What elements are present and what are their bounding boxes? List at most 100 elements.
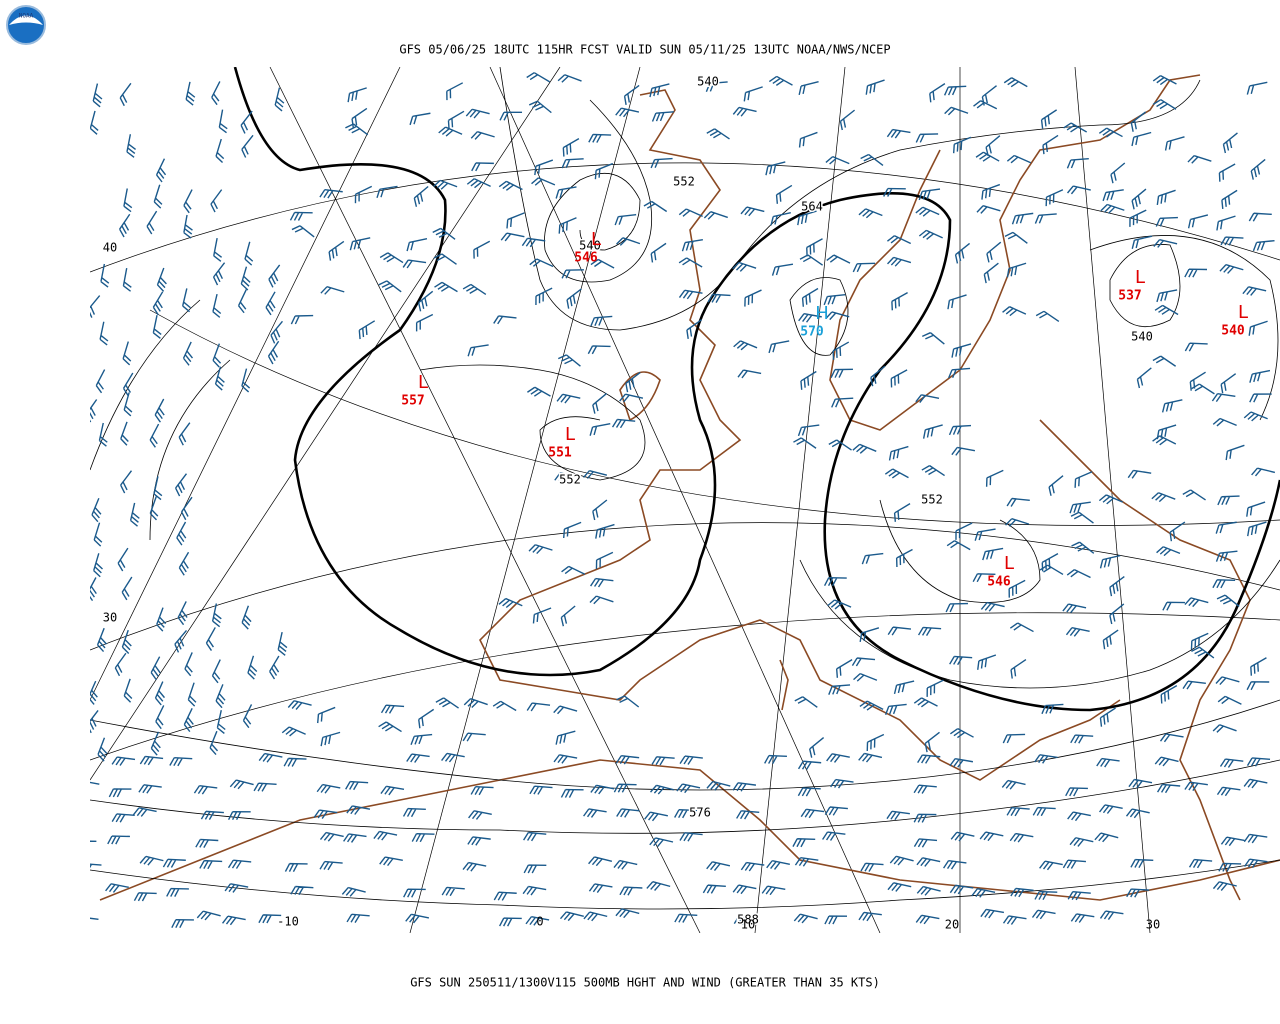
wind-barb (1094, 832, 1119, 843)
wind-barb (948, 367, 971, 379)
wind-barb (406, 753, 430, 763)
contour-label: 564 (801, 200, 823, 214)
wind-barb (380, 785, 405, 796)
wind-barb (378, 280, 402, 293)
wind-barb (1215, 521, 1237, 534)
wind-barb (447, 110, 465, 130)
wind-barb (1066, 569, 1091, 579)
wind-barb (1243, 778, 1268, 789)
wind-barb (121, 629, 132, 655)
center-value: 551 (548, 446, 572, 461)
wind-barb (644, 811, 668, 822)
wind-barb (917, 626, 942, 637)
wind-barb (1098, 804, 1123, 814)
wind-barb (499, 917, 522, 927)
grid-label: 0 (536, 915, 543, 929)
wind-barb (345, 780, 369, 791)
wind-barb (611, 418, 636, 429)
wind-barb (237, 289, 247, 314)
wind-barb (926, 679, 944, 697)
wind-barb (120, 470, 133, 494)
wind-barb (1002, 733, 1026, 744)
wind-barb (466, 178, 491, 189)
wind-barb (150, 656, 161, 681)
grid-label: 30 (1146, 918, 1160, 932)
wind-barb (193, 785, 218, 795)
wind-barb (319, 860, 343, 871)
wind-barb (1070, 511, 1094, 524)
wind-barb (554, 472, 578, 482)
wind-barb (613, 783, 637, 793)
wind-barb (916, 857, 941, 867)
wind-barb (827, 599, 852, 610)
wind-barb (976, 205, 1001, 214)
wind-barb (184, 652, 193, 677)
wind-barb (90, 709, 99, 734)
wind-barb (90, 840, 97, 850)
wind-barb (180, 496, 193, 521)
wind-barb (1006, 262, 1027, 278)
wind-barb (117, 547, 129, 572)
wind-barb (1126, 888, 1150, 898)
wind-barb (1216, 594, 1240, 607)
wind-barb (244, 241, 254, 266)
wind-barb (1063, 122, 1088, 133)
wind-barb (1191, 383, 1215, 395)
wind-barb (744, 289, 762, 307)
wind-barb (534, 159, 554, 176)
wind-barb (346, 805, 371, 815)
wind-barb (732, 884, 757, 895)
wind-barb (792, 838, 816, 848)
wind-barb (146, 210, 158, 235)
wind-barb (1128, 778, 1153, 789)
wind-barb (178, 551, 190, 576)
wind-barb (441, 752, 465, 763)
wind-barb (409, 112, 431, 126)
wind-barb (561, 269, 584, 279)
wind-barb (270, 320, 284, 344)
wind-barb (402, 807, 426, 818)
wind-barb (1212, 881, 1237, 891)
wind-barb (870, 365, 886, 387)
center-symbol: L (565, 424, 575, 445)
wind-barb (824, 806, 848, 816)
map-area: 540552564540552552540576588L546L557L551H… (90, 67, 1280, 933)
wind-barb (241, 605, 252, 630)
wind-barb (376, 185, 398, 199)
wind-barb (1098, 127, 1123, 138)
wind-barb (623, 84, 640, 106)
wind-barb (241, 134, 254, 158)
wind-barb (703, 211, 728, 220)
wind-barb (1102, 629, 1119, 650)
wind-barb (90, 577, 97, 602)
wind-barb (733, 915, 758, 925)
wind-barb (162, 858, 186, 868)
wind-barb (1225, 444, 1245, 461)
wind-barb (982, 547, 1004, 561)
wind-barb (921, 332, 945, 345)
wind-barb (794, 696, 818, 708)
wind-barb (403, 888, 426, 898)
wind-barb (1182, 489, 1206, 501)
wind-barb (1100, 203, 1125, 214)
wind-barb (528, 544, 553, 555)
wind-barb (1219, 758, 1244, 768)
wind-barb (1184, 597, 1209, 608)
wind-barb (183, 214, 193, 239)
wind-barb (707, 293, 731, 303)
wind-barb (740, 861, 765, 872)
wind-barb (1070, 913, 1095, 923)
wind-barb (616, 237, 641, 246)
wind-barb (1217, 495, 1240, 506)
wind-barb (1035, 310, 1060, 323)
wind-barb (152, 315, 162, 339)
wind-barb (793, 437, 817, 449)
grid-label: 30 (103, 611, 117, 625)
wind-barb (860, 153, 884, 167)
wind-barb (823, 577, 847, 587)
wind-barb (212, 343, 222, 368)
wind-barb (1154, 756, 1179, 767)
wind-barb (799, 254, 824, 266)
wind-barb (852, 443, 877, 454)
wind-barb (139, 855, 164, 866)
